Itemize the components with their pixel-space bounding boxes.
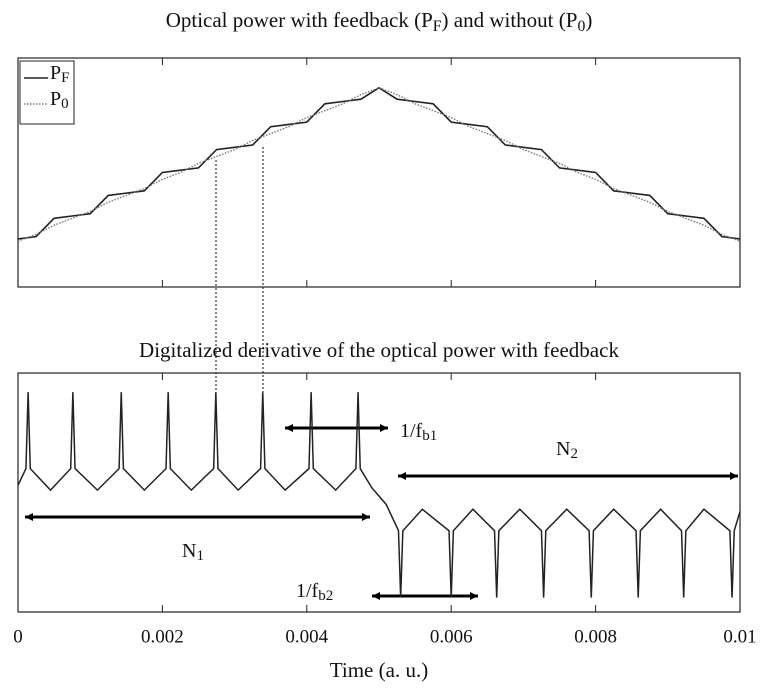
chart-title: Digitalized derivative of the optical po… — [139, 338, 619, 362]
legend-box — [19, 60, 75, 125]
text-part: P — [50, 62, 61, 84]
signal-line — [17, 392, 741, 598]
legend-label: PF — [50, 62, 69, 87]
guide-lines — [215, 147, 264, 392]
text-part: ) — [585, 8, 592, 32]
text-part: N — [182, 540, 196, 562]
series-line — [17, 87, 741, 242]
text-part: ) and without (P — [442, 8, 578, 32]
subscript: F — [433, 18, 442, 35]
x-tick-label: 0.006 — [430, 626, 473, 647]
text-part: P — [50, 88, 61, 110]
x-tick-label: 0.004 — [285, 626, 328, 647]
x-tick-label: 0.008 — [574, 626, 617, 647]
subscript: b1 — [422, 428, 437, 444]
text-part: 1/f — [400, 420, 423, 442]
series-line — [17, 86, 741, 240]
bottom-frame — [17, 372, 741, 613]
annotation: N1 — [182, 540, 204, 565]
subscript: 1 — [196, 548, 204, 564]
text-part: N — [556, 438, 570, 460]
annotation: N2 — [556, 438, 578, 463]
text-part: 1/f — [296, 580, 319, 602]
x-tick-label: 0 — [13, 626, 23, 647]
subscript: 2 — [570, 446, 578, 462]
top-frame — [17, 57, 741, 288]
annotation: 1/fb1 — [400, 420, 437, 445]
subscript: 0 — [61, 96, 69, 112]
annotation: 1/fb2 — [296, 580, 333, 605]
subscript: F — [61, 70, 69, 86]
arrows — [25, 424, 738, 600]
legend-label: P0 — [50, 88, 69, 113]
text-part: Optical power with feedback (P — [166, 8, 433, 32]
subscript: b2 — [318, 588, 333, 604]
x-axis-label: Time (a. u.) — [330, 658, 428, 682]
chart-title: Optical power with feedback (PF) and wit… — [166, 8, 593, 35]
x-tick-label: 0.01 — [723, 626, 756, 647]
x-tick-label: 0.002 — [141, 626, 184, 647]
subscript: 0 — [577, 18, 585, 35]
